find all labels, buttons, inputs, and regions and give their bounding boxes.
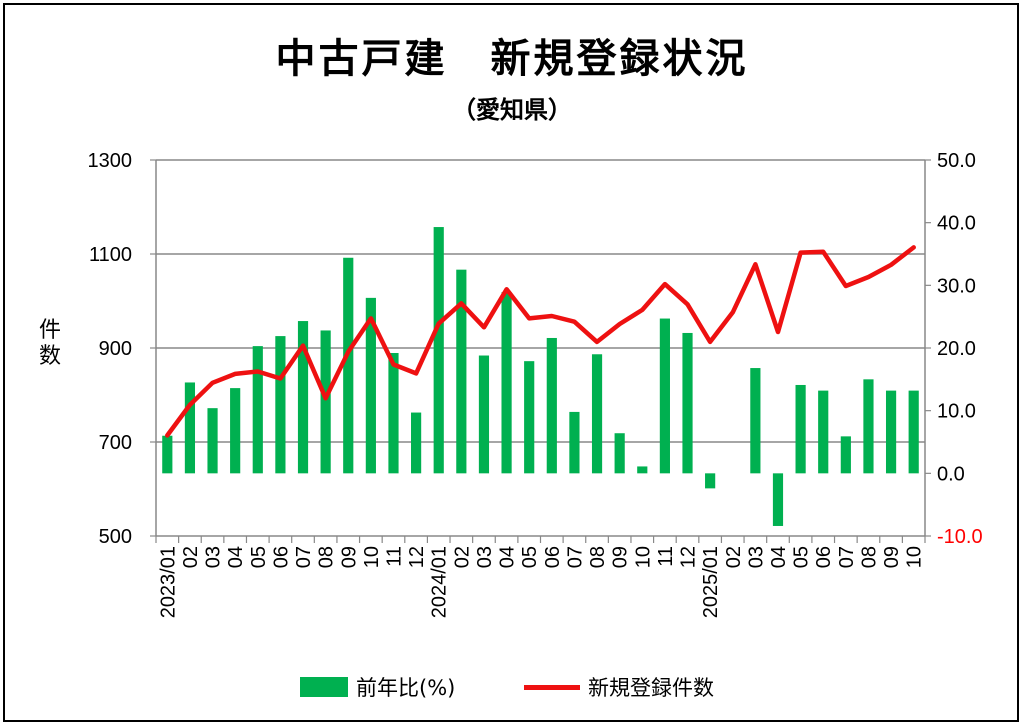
x-tick-label-9: 10 xyxy=(361,546,383,568)
x-tick-label-29: 06 xyxy=(813,546,835,568)
legend-label-line: 新規登録件数 xyxy=(588,676,714,700)
x-tick-label-16: 05 xyxy=(519,546,541,568)
legend-swatch-bar xyxy=(300,677,348,697)
chart-title: 中古戸建 新規登録状況 xyxy=(275,36,749,82)
axes xyxy=(150,159,931,543)
x-tick-label-18: 07 xyxy=(564,546,586,568)
bar-2 xyxy=(207,408,218,474)
y-axis-label: 件数 xyxy=(38,318,61,369)
bar-11 xyxy=(411,412,422,474)
series-line-registrations xyxy=(165,245,916,438)
bar-33 xyxy=(908,390,919,474)
bar-15 xyxy=(501,292,512,474)
right-tick-label-0: 0.0 xyxy=(937,463,965,485)
bar-3 xyxy=(230,388,241,474)
bar-7 xyxy=(320,330,331,474)
legend: 前年比(%) 新規登録件数 xyxy=(0,670,1024,704)
right-tick-label-30: 30.0 xyxy=(937,275,976,297)
x-tick-label-12: 2024/01 xyxy=(429,546,451,618)
x-tick-label-5: 06 xyxy=(270,546,292,568)
bar-21 xyxy=(637,466,648,474)
bar-16 xyxy=(524,361,535,474)
bar-10 xyxy=(388,353,399,474)
bar-5 xyxy=(275,336,286,474)
bar-19 xyxy=(591,354,603,474)
x-tick-label-26: 03 xyxy=(745,546,767,568)
legend-item-bar: 前年比(%) xyxy=(300,670,455,704)
bar-20 xyxy=(614,433,625,474)
x-tick-label-15: 04 xyxy=(497,546,519,568)
x-tick-label-33: 10 xyxy=(904,546,926,568)
bar-8 xyxy=(343,257,354,474)
right-tick-label-40: 40.0 xyxy=(937,213,976,235)
bar-17 xyxy=(546,337,557,474)
x-tick-label-24: 2025/01 xyxy=(700,546,722,618)
right-tick-label-20: 20.0 xyxy=(937,338,976,360)
x-tick-label-27: 04 xyxy=(768,546,790,568)
bar-14 xyxy=(478,355,490,474)
bar-29 xyxy=(818,390,829,474)
legend-label-bar: 前年比(%) xyxy=(356,676,456,700)
left-tick-label-500: 500 xyxy=(99,526,132,548)
bar-28 xyxy=(795,384,806,474)
x-tick-label-32: 09 xyxy=(881,546,903,568)
x-tick-label-4: 05 xyxy=(248,546,270,568)
left-tick-label-1300: 1300 xyxy=(88,150,133,172)
x-tick-label-31: 08 xyxy=(858,546,880,568)
bar-9 xyxy=(365,297,376,474)
right-tick-label-10: 10.0 xyxy=(937,401,976,423)
bar-24 xyxy=(705,473,716,489)
bar-series xyxy=(162,227,919,526)
right-tick-label--10: -10.0 xyxy=(937,526,983,548)
bar-12 xyxy=(433,227,444,474)
x-tick-label-10: 11 xyxy=(383,546,405,567)
bar-32 xyxy=(885,390,897,474)
x-tick-label-25: 02 xyxy=(723,546,745,568)
bar-18 xyxy=(569,411,580,474)
bar-13 xyxy=(456,269,467,474)
legend-swatch-line xyxy=(524,684,580,690)
bar-6 xyxy=(297,321,309,474)
bar-31 xyxy=(863,379,874,474)
left-tick-label-700: 700 xyxy=(99,432,132,454)
x-tick-label-8: 09 xyxy=(338,546,360,568)
bar-1 xyxy=(184,382,196,474)
x-tick-label-0: 2023/01 xyxy=(157,546,179,618)
x-tick-label-3: 04 xyxy=(225,546,247,568)
x-tick-label-6: 07 xyxy=(293,546,315,568)
x-tick-label-28: 05 xyxy=(791,546,813,568)
chart-subtitle: （愛知県） xyxy=(452,96,572,124)
bar-23 xyxy=(682,332,693,474)
x-tick-label-17: 06 xyxy=(542,546,564,568)
x-tick-label-11: 12 xyxy=(406,546,428,568)
x-tick-label-30: 07 xyxy=(836,546,858,568)
right-tick-label-50: 50.0 xyxy=(937,150,976,172)
x-tick-label-13: 02 xyxy=(451,546,473,568)
bar-26 xyxy=(750,368,761,474)
x-tick-label-19: 08 xyxy=(587,546,609,568)
x-tick-label-20: 09 xyxy=(610,546,632,568)
x-tick-label-23: 12 xyxy=(678,546,700,568)
x-tick-label-7: 08 xyxy=(316,546,338,568)
x-tick-label-1: 02 xyxy=(180,546,202,568)
x-tick-label-2: 03 xyxy=(203,546,225,568)
x-tick-label-14: 03 xyxy=(474,546,496,568)
line-series xyxy=(165,245,916,438)
bar-0 xyxy=(162,435,173,474)
bar-4 xyxy=(252,346,263,474)
x-tick-label-22: 11 xyxy=(655,546,677,567)
left-tick-label-900: 900 xyxy=(99,338,132,360)
tick-labels: 500 700 900 1100 1300 -10.0 0.0 10.0 20.0 30.0 40.… xyxy=(88,150,983,618)
gridlines xyxy=(156,159,925,443)
legend-item-line: 新規登録件数 xyxy=(524,670,714,704)
bar-30 xyxy=(840,436,851,474)
x-tick-label-21: 10 xyxy=(632,546,654,568)
left-tick-label-1100: 1100 xyxy=(89,244,132,266)
bar-22 xyxy=(659,318,670,474)
bar-27 xyxy=(772,473,784,526)
